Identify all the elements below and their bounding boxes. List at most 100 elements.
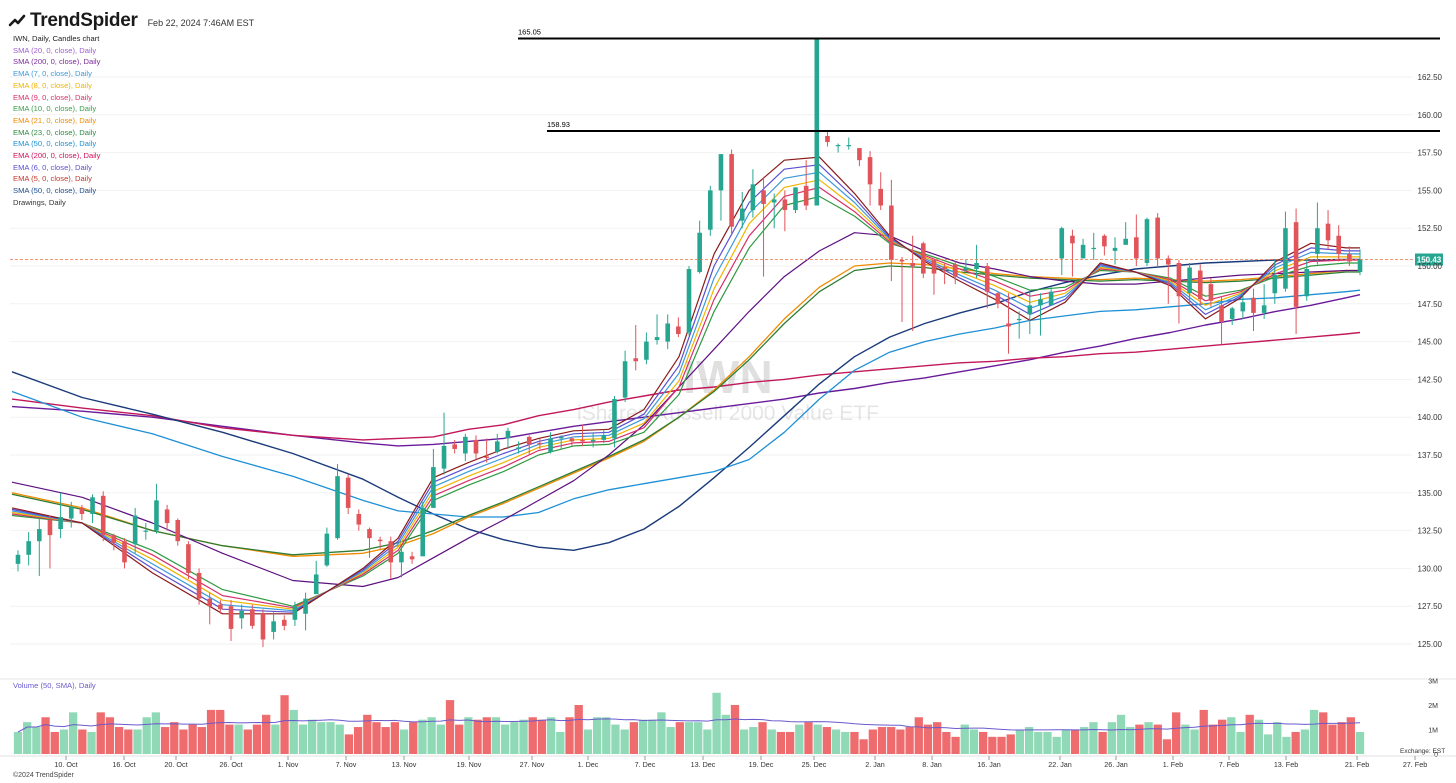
- candle-body: [250, 609, 255, 626]
- volume-bar: [206, 709, 216, 754]
- candle-body: [1080, 244, 1086, 259]
- candle-body: [388, 541, 394, 563]
- legend-item[interactable]: EMA (9, 0, close), Daily: [13, 92, 92, 102]
- candle-body: [910, 262, 915, 266]
- volume-legend[interactable]: Volume (50, SMA), Daily: [13, 681, 96, 690]
- candle-body: [516, 447, 521, 449]
- candle-body: [718, 154, 724, 191]
- candle-body: [644, 341, 649, 360]
- price-axis[interactable]: 125.00 127.50 130.00 132.50 135.00 137.50 140.…: [1418, 73, 1443, 649]
- horizontal-levels[interactable]: 165.05 158.93: [518, 27, 1440, 132]
- candle-body: [580, 439, 585, 442]
- candle-body: [399, 551, 404, 563]
- legend-item[interactable]: EMA (23, 0, close), Daily: [13, 127, 97, 137]
- candle-body: [420, 507, 426, 557]
- y-tick-label: 155.00: [1418, 186, 1443, 195]
- time-axis[interactable]: 10. Oct 16. Oct 20. Oct 26. Oct 1. Nov 7. Nov…: [0, 755, 1456, 769]
- trendspider-logo-icon[interactable]: [8, 12, 26, 30]
- exchange-label: Exchange: EST: [1400, 748, 1446, 755]
- candle-body: [1187, 267, 1192, 294]
- volume-bar: [905, 727, 914, 754]
- volume-bar: [1172, 712, 1181, 754]
- volume-bar: [1236, 731, 1245, 754]
- x-tick-label: 26. Oct: [219, 760, 242, 769]
- volume-bar: [96, 712, 105, 754]
- y-tick-label: 140.00: [1418, 413, 1443, 422]
- volume-bar: [675, 722, 684, 754]
- volume-bar: [23, 722, 32, 754]
- volume-bar: [933, 722, 942, 754]
- legend-item[interactable]: IWN, Daily, Candles chart: [13, 34, 100, 43]
- volume-bar: [225, 724, 234, 754]
- volume-bar: [482, 717, 491, 754]
- candle-body: [803, 185, 809, 206]
- candle-body: [1272, 275, 1278, 294]
- volume-bar: [666, 727, 675, 754]
- volume-bar: [363, 714, 372, 754]
- volume-bar: [988, 736, 997, 754]
- legend-item[interactable]: SMA (50, 0, close), Daily: [13, 186, 97, 196]
- legend-item[interactable]: EMA (6, 0, close), Daily: [13, 162, 92, 172]
- candle-body: [47, 520, 53, 536]
- legend-item[interactable]: EMA (50, 0, close), Daily: [13, 139, 97, 149]
- volume-bar: [124, 729, 133, 754]
- volume-bar: [427, 717, 436, 754]
- legend-item[interactable]: EMA (21, 0, close), Daily: [13, 115, 97, 125]
- candle-body: [292, 606, 298, 620]
- legend-item[interactable]: EMA (8, 0, close), Daily: [13, 80, 92, 90]
- volume-bar: [1135, 724, 1144, 754]
- legend-item[interactable]: SMA (20, 0, close), Daily: [13, 45, 97, 55]
- volume-bar: [574, 705, 583, 754]
- candle-body: [335, 476, 340, 539]
- candle-body: [771, 199, 777, 203]
- candle-body: [1123, 238, 1128, 245]
- x-tick-label: 22. Jan: [1048, 760, 1072, 769]
- legend-item[interactable]: Drawings, Daily: [13, 197, 66, 207]
- ma-line: [11, 258, 1360, 551]
- y-tick-label: 125.00: [1418, 640, 1443, 649]
- volume-bar: [197, 727, 206, 754]
- legend-item[interactable]: EMA (5, 0, close), Daily: [13, 174, 92, 184]
- volume-bar: [455, 724, 464, 754]
- volume-bar: [1319, 712, 1328, 754]
- candle-body: [963, 267, 969, 271]
- x-tick-label: 25. Dec: [802, 760, 827, 769]
- y-tick-label: 142.50: [1418, 375, 1443, 384]
- volume-bar: [252, 724, 262, 754]
- candle-body: [1112, 247, 1118, 251]
- volume-bar: [344, 734, 354, 754]
- candle-body: [665, 323, 670, 342]
- x-tick-label: 27. Feb: [1403, 760, 1427, 769]
- volume-bar: [951, 736, 960, 754]
- candle-body: [633, 358, 639, 362]
- x-tick-label: 7. Feb: [1219, 760, 1239, 769]
- legend-item[interactable]: EMA (10, 0, close), Daily: [13, 104, 97, 114]
- volume-bar: [1024, 727, 1034, 754]
- ma-line: [11, 265, 1360, 556]
- candle-body: [686, 269, 692, 333]
- volume-bar: [712, 692, 721, 754]
- candle-body: [708, 190, 713, 230]
- candle-body: [281, 619, 287, 626]
- volume-bar: [592, 717, 602, 754]
- candle-body: [58, 516, 63, 530]
- volume-bar: [785, 731, 795, 754]
- candle-body: [452, 444, 457, 449]
- volume-bar: [694, 722, 703, 754]
- brand-name[interactable]: TrendSpider: [30, 10, 138, 31]
- volume-bar: [850, 731, 859, 754]
- indicator-legend[interactable]: IWN, Daily, Candles chart SMA (20, 0, clo…: [13, 33, 100, 209]
- legend-item[interactable]: EMA (200, 0, close), Daily: [13, 151, 101, 161]
- candle-body: [111, 535, 117, 543]
- volume-bar: [1300, 729, 1309, 754]
- ma-line: [11, 294, 1361, 447]
- volume-bar: [1254, 719, 1264, 754]
- candle-body: [1048, 291, 1054, 306]
- ma-line: [11, 289, 1361, 518]
- legend-item[interactable]: EMA (7, 0, close), Daily: [13, 69, 92, 79]
- candle-body: [409, 556, 415, 560]
- volume-bar: [372, 722, 381, 754]
- volume-bar: [556, 731, 565, 754]
- legend-item[interactable]: SMA (200, 0, close), Daily: [13, 57, 101, 67]
